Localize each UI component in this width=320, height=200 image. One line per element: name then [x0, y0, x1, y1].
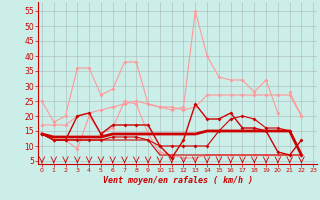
- X-axis label: Vent moyen/en rafales ( km/h ): Vent moyen/en rafales ( km/h ): [103, 176, 252, 185]
